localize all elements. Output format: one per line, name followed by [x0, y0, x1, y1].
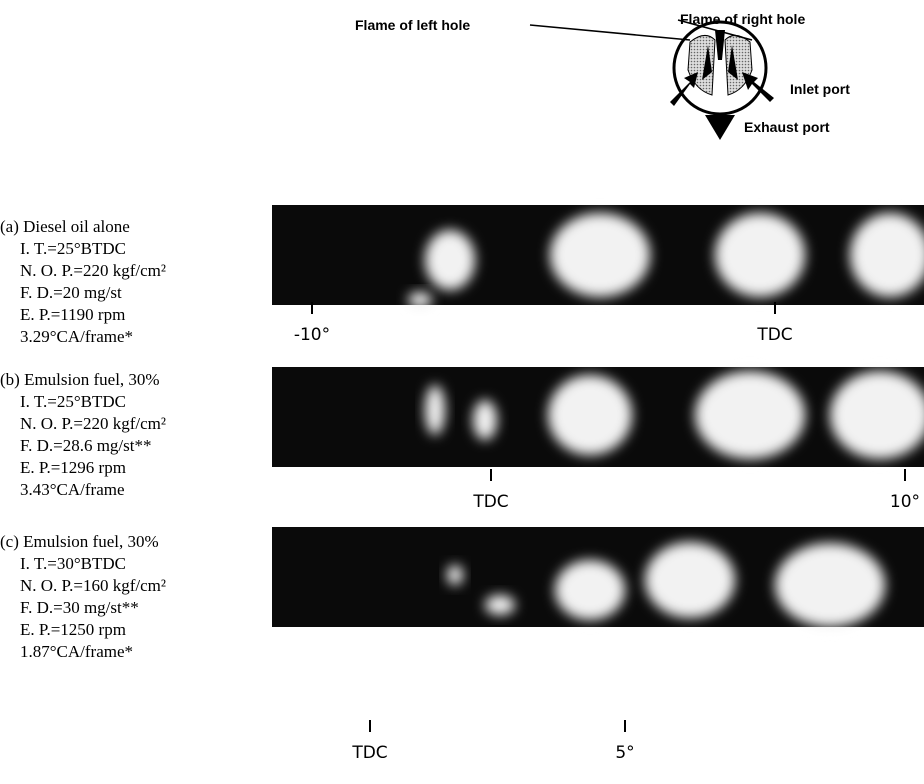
- flame: [425, 385, 445, 435]
- caption-line: E. P.=1296 rpm: [20, 458, 126, 477]
- caption-line: 1.87°CA/frame*: [20, 642, 133, 661]
- flame: [715, 213, 805, 297]
- caption-line: 3.43°CA/frame: [20, 480, 125, 499]
- caption-line: N. O. P.=220 kgf/cm²: [20, 414, 166, 433]
- flame: [645, 542, 735, 618]
- caption-line: N. O. P.=160 kgf/cm²: [20, 576, 166, 595]
- flame: [550, 213, 650, 297]
- tick-label: 5°: [615, 743, 634, 763]
- caption-line: F. D.=20 mg/st: [20, 283, 122, 302]
- tick-label: TDC: [472, 492, 508, 512]
- caption-line: E. P.=1250 rpm: [20, 620, 126, 639]
- caption-line: E. P.=1190 rpm: [20, 305, 125, 324]
- caption-line: (b) Emulsion fuel, 30%: [0, 370, 160, 389]
- tick-label: 10°: [890, 492, 920, 512]
- caption-line: F. D.=28.6 mg/st**: [20, 436, 152, 455]
- flame: [555, 560, 625, 620]
- label: Flame of right hole: [680, 11, 805, 27]
- flame: [485, 595, 515, 615]
- label: Flame of left hole: [355, 17, 470, 33]
- flame: [447, 565, 463, 585]
- caption-line: (a) Diesel oil alone: [0, 217, 130, 236]
- flame: [695, 371, 805, 459]
- caption-line: F. D.=30 mg/st**: [20, 598, 139, 617]
- label: Inlet port: [790, 81, 850, 97]
- schematic: Flame of left hole Flame of right hole I…: [355, 11, 850, 140]
- tick-label: TDC: [351, 743, 387, 763]
- label: Exhaust port: [744, 119, 830, 135]
- flame: [473, 400, 497, 440]
- panel: (c) Emulsion fuel, 30% I. T.=30°BTDC N. O.…: [0, 527, 924, 763]
- panel: (a) Diesel oil alone I. T.=25°BTDC N. O. P…: [0, 205, 924, 346]
- flame: [775, 543, 885, 627]
- figure: Flame of left hole Flame of right hole I…: [0, 0, 924, 784]
- tick-label: -10°: [294, 325, 330, 345]
- caption-line: I. T.=30°BTDC: [20, 554, 126, 573]
- flame: [548, 375, 632, 455]
- caption-line: I. T.=25°BTDC: [20, 392, 126, 411]
- caption-line: (c) Emulsion fuel, 30%: [0, 532, 159, 551]
- panel: (b) Emulsion fuel, 30% I. T.=25°BTDC N. O.…: [0, 367, 924, 512]
- caption-line: N. O. P.=220 kgf/cm²: [20, 261, 166, 280]
- flame: [408, 292, 432, 308]
- caption-line: I. T.=25°BTDC: [20, 239, 126, 258]
- flame: [425, 230, 475, 290]
- tick-label: TDC: [756, 325, 792, 345]
- caption-line: 3.29°CA/frame*: [20, 327, 133, 346]
